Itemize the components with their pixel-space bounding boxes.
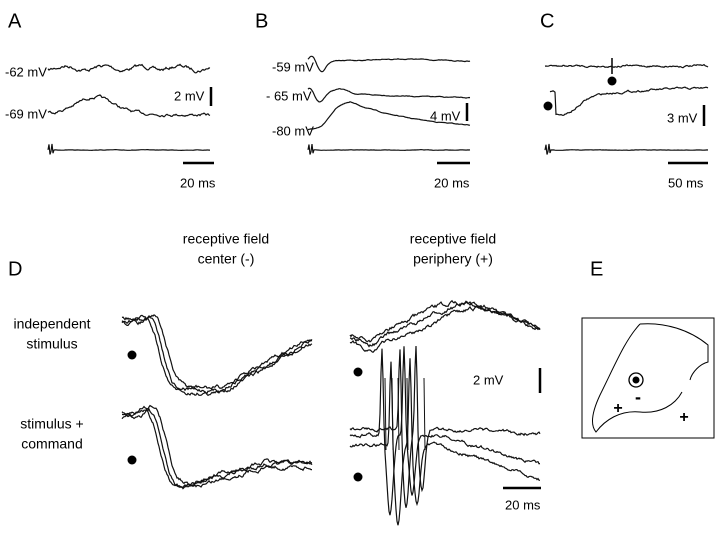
stimulus-dot bbox=[607, 76, 617, 86]
panel-label: B bbox=[255, 10, 268, 32]
trace-label: -80 mV bbox=[272, 123, 314, 138]
trace bbox=[549, 86, 709, 117]
scale-label: 3 mV bbox=[667, 110, 698, 125]
outline bbox=[592, 323, 709, 433]
receptive-center bbox=[632, 376, 640, 384]
spike bbox=[397, 377, 400, 451]
trace-label: -62 mV bbox=[5, 64, 47, 79]
scale-label: 4 mV bbox=[430, 108, 461, 123]
trace-label: -69 mV bbox=[5, 106, 47, 121]
stimulus-dot bbox=[543, 101, 553, 111]
trace bbox=[349, 358, 541, 526]
spike bbox=[423, 377, 426, 451]
trace bbox=[121, 315, 313, 397]
sign: - bbox=[635, 387, 641, 407]
column-title: center (-) bbox=[198, 251, 255, 267]
spike bbox=[391, 377, 394, 451]
trace bbox=[121, 407, 312, 490]
row-title: stimulus + bbox=[20, 416, 83, 432]
scale-label: 20 ms bbox=[180, 175, 216, 190]
panel-label: E bbox=[590, 258, 603, 280]
row-title: independent bbox=[13, 316, 90, 332]
scale-label: 50 ms bbox=[668, 175, 704, 190]
panel-label: C bbox=[540, 10, 554, 32]
trace bbox=[47, 63, 211, 74]
trace bbox=[349, 300, 541, 348]
trace bbox=[349, 299, 541, 343]
trace bbox=[122, 405, 313, 489]
diagram-frame bbox=[581, 317, 715, 439]
trace bbox=[47, 143, 210, 155]
trace bbox=[307, 55, 471, 73]
stimulus-dot bbox=[127, 350, 137, 360]
trace bbox=[307, 101, 471, 131]
scale-label: 20 ms bbox=[505, 497, 541, 512]
column-title: periphery (+) bbox=[413, 251, 493, 267]
spike bbox=[406, 377, 409, 451]
scale-label: 20 ms bbox=[434, 175, 470, 190]
receptive-center bbox=[628, 372, 644, 388]
trace bbox=[544, 63, 709, 69]
stimulus-dot bbox=[353, 367, 363, 377]
column-title: receptive field bbox=[183, 231, 269, 247]
trace bbox=[349, 306, 541, 354]
sign: + bbox=[613, 400, 622, 417]
spike bbox=[384, 377, 387, 451]
trace bbox=[349, 345, 541, 508]
panel-label: A bbox=[8, 10, 22, 32]
trace bbox=[307, 144, 471, 155]
trace-label: - 65 mV bbox=[266, 88, 312, 103]
trace bbox=[47, 94, 211, 118]
stimulus-dot bbox=[127, 455, 137, 465]
scale-label: 2 mV bbox=[473, 372, 504, 387]
trace bbox=[121, 404, 313, 487]
stimulus-dot bbox=[353, 472, 363, 482]
trace bbox=[349, 346, 541, 516]
sign: + bbox=[679, 409, 688, 426]
column-title: receptive field bbox=[410, 231, 496, 247]
row-title: command bbox=[21, 436, 82, 452]
trace-label: -59 mV bbox=[272, 59, 314, 74]
panel-label: D bbox=[8, 258, 22, 280]
trace bbox=[544, 143, 709, 155]
trace bbox=[121, 314, 313, 390]
row-title: stimulus bbox=[26, 336, 77, 352]
scale-label: 2 mV bbox=[174, 88, 205, 103]
trace bbox=[307, 87, 471, 103]
